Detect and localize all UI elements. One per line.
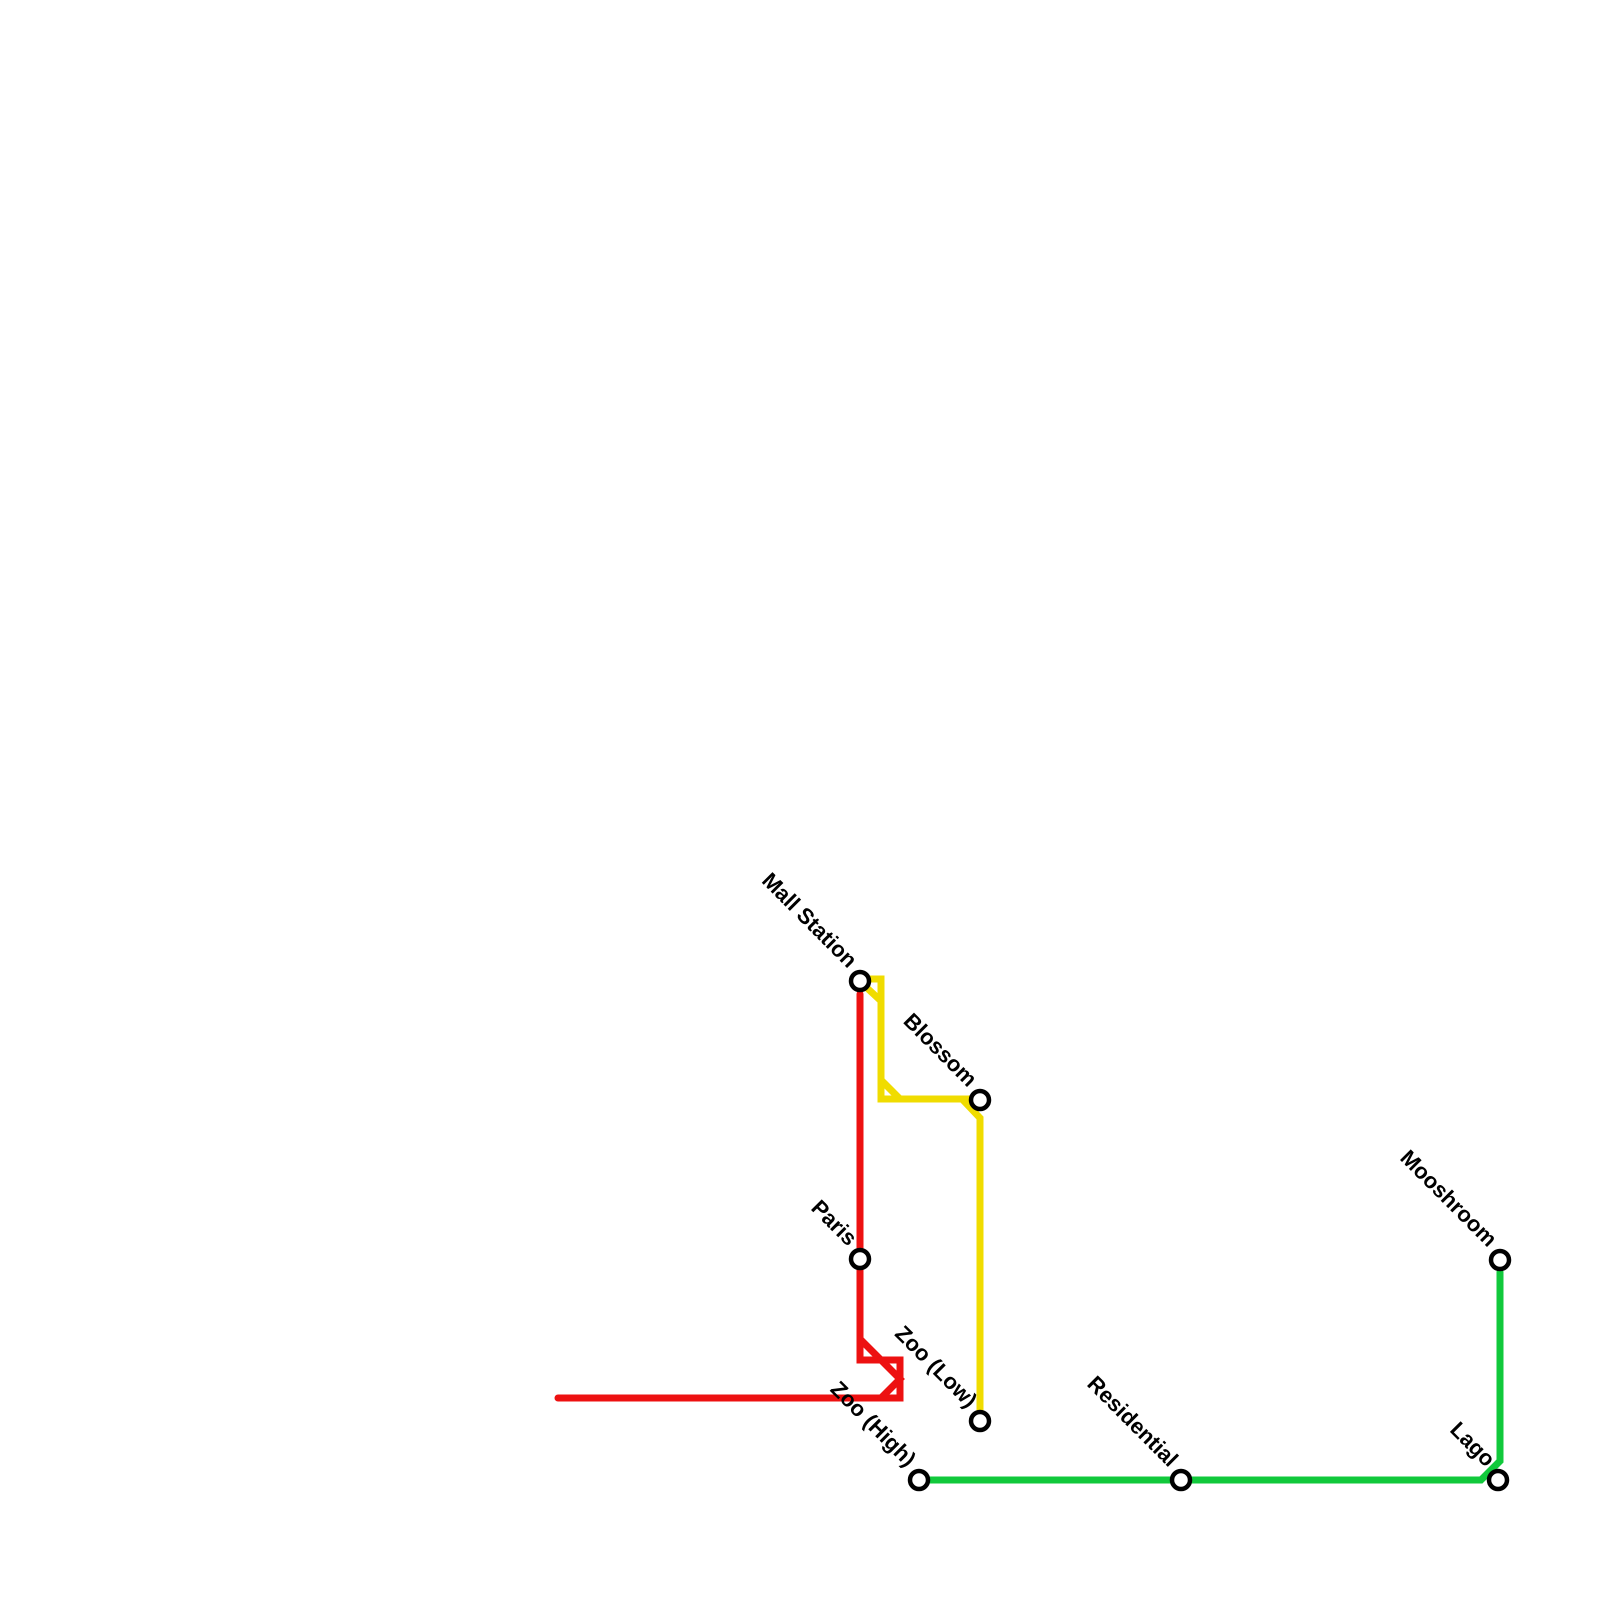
- station-marker-zoo-low[interactable]: [968, 1409, 992, 1433]
- yellow-line-segment: [958, 1095, 984, 1415]
- green-line-segment: [926, 1268, 1504, 1484]
- station-marker-mooshroom[interactable]: [1488, 1248, 1512, 1272]
- station-marker-paris[interactable]: [848, 1247, 872, 1271]
- station-label-zoo-low: Zoo (Low): [890, 1321, 982, 1413]
- green-line: [926, 1268, 1504, 1484]
- station-label-zoo-high: Zoo (High): [826, 1376, 921, 1471]
- station-label-mooshroom: Mooshroom: [1395, 1145, 1502, 1252]
- station-label-mall-station: Mall Station: [757, 868, 862, 973]
- station-marker-residential[interactable]: [1169, 1468, 1193, 1492]
- station-label-residential: Residential: [1082, 1371, 1183, 1472]
- station-marker-blossom[interactable]: [968, 1088, 992, 1112]
- station-marker-lago[interactable]: [1486, 1468, 1510, 1492]
- yellow-line-segment: [877, 1076, 904, 1103]
- station-label-paris: Paris: [806, 1195, 862, 1251]
- red-line-segment: [554, 990, 904, 1402]
- label-layer: Mall Station Blossom Paris Zoo (Low)Zoo (Hi…: [757, 868, 1502, 1472]
- red-line-segment: [856, 1335, 885, 1364]
- station-label-lago: Lago: [1445, 1417, 1500, 1472]
- line-layer: [554, 975, 1504, 1484]
- red-line-segment: [877, 1356, 905, 1402]
- station-layer: [848, 969, 1512, 1492]
- yellow-line: [862, 975, 984, 1415]
- red-line: [554, 990, 905, 1402]
- station-marker-mall-station[interactable]: [848, 969, 872, 993]
- yellow-line-segment: [862, 975, 982, 1103]
- yellow-line-segment: [862, 983, 885, 1005]
- station-label-blossom: Blossom: [899, 1008, 982, 1091]
- station-marker-zoo-high[interactable]: [907, 1468, 931, 1492]
